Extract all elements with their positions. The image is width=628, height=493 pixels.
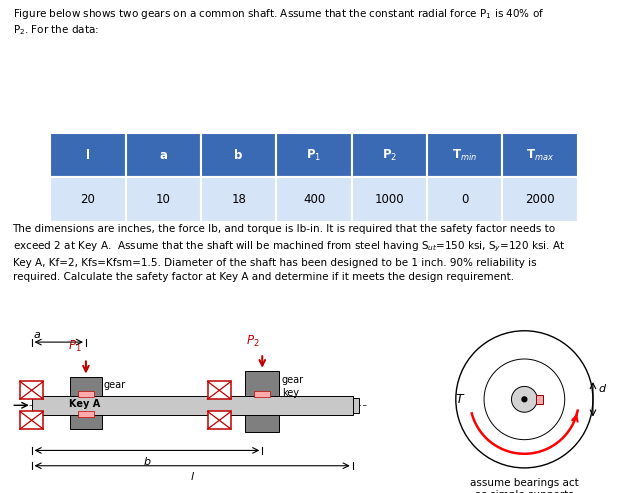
Bar xyxy=(245,371,279,396)
Bar xyxy=(427,177,502,222)
Text: Figure below shows two gears on a common shaft. Assume that the constant radial : Figure below shows two gears on a common… xyxy=(13,7,544,36)
Bar xyxy=(245,415,279,432)
Text: P$_2$: P$_2$ xyxy=(382,148,397,163)
Bar xyxy=(207,382,231,399)
Text: T$_{min}$: T$_{min}$ xyxy=(452,148,477,163)
Bar xyxy=(352,177,427,222)
Text: P$_1$: P$_1$ xyxy=(306,148,322,163)
Text: 10: 10 xyxy=(156,193,171,206)
Text: 1000: 1000 xyxy=(374,193,404,206)
Text: 2000: 2000 xyxy=(525,193,555,206)
Text: T$_{max}$: T$_{max}$ xyxy=(526,148,554,163)
Bar xyxy=(78,411,94,417)
Bar xyxy=(20,382,43,399)
Bar xyxy=(70,415,102,429)
Text: 400: 400 xyxy=(303,193,325,206)
Bar xyxy=(50,133,126,177)
Bar xyxy=(207,412,231,429)
Text: gear: gear xyxy=(282,375,304,385)
Text: $T$: $T$ xyxy=(455,393,465,406)
Text: $P_1$: $P_1$ xyxy=(68,339,82,354)
Bar xyxy=(201,133,276,177)
Bar xyxy=(536,395,543,404)
Text: $a$: $a$ xyxy=(33,330,41,340)
Bar xyxy=(276,177,352,222)
Bar xyxy=(502,133,578,177)
Text: The dimensions are inches, the force lb, and torque is lb-in. It is required tha: The dimensions are inches, the force lb,… xyxy=(13,224,565,282)
Bar xyxy=(502,177,578,222)
Bar xyxy=(50,177,126,222)
Text: $b$: $b$ xyxy=(143,455,151,467)
Bar xyxy=(20,412,43,429)
Bar xyxy=(254,391,271,397)
Bar xyxy=(352,133,427,177)
Text: gear: gear xyxy=(104,380,126,389)
Text: l: l xyxy=(86,149,90,162)
Bar xyxy=(276,133,352,177)
Circle shape xyxy=(511,387,538,412)
Bar xyxy=(126,133,201,177)
Text: $P_2$: $P_2$ xyxy=(246,334,259,349)
Bar xyxy=(31,396,353,415)
Bar xyxy=(70,377,102,396)
Circle shape xyxy=(522,397,527,402)
Bar xyxy=(427,133,502,177)
Text: 18: 18 xyxy=(231,193,246,206)
Bar xyxy=(78,391,94,397)
Bar xyxy=(201,177,276,222)
Text: assume bearings act
as simple supports: assume bearings act as simple supports xyxy=(470,478,579,493)
Bar xyxy=(126,177,201,222)
Text: 0: 0 xyxy=(461,193,468,206)
Text: b: b xyxy=(234,149,243,162)
Bar xyxy=(353,398,359,413)
Text: $d$: $d$ xyxy=(598,383,607,394)
Text: 20: 20 xyxy=(80,193,95,206)
Text: a: a xyxy=(160,149,167,162)
Text: Key A: Key A xyxy=(68,399,100,409)
Text: $l$: $l$ xyxy=(190,470,195,482)
Text: key: key xyxy=(282,387,299,397)
